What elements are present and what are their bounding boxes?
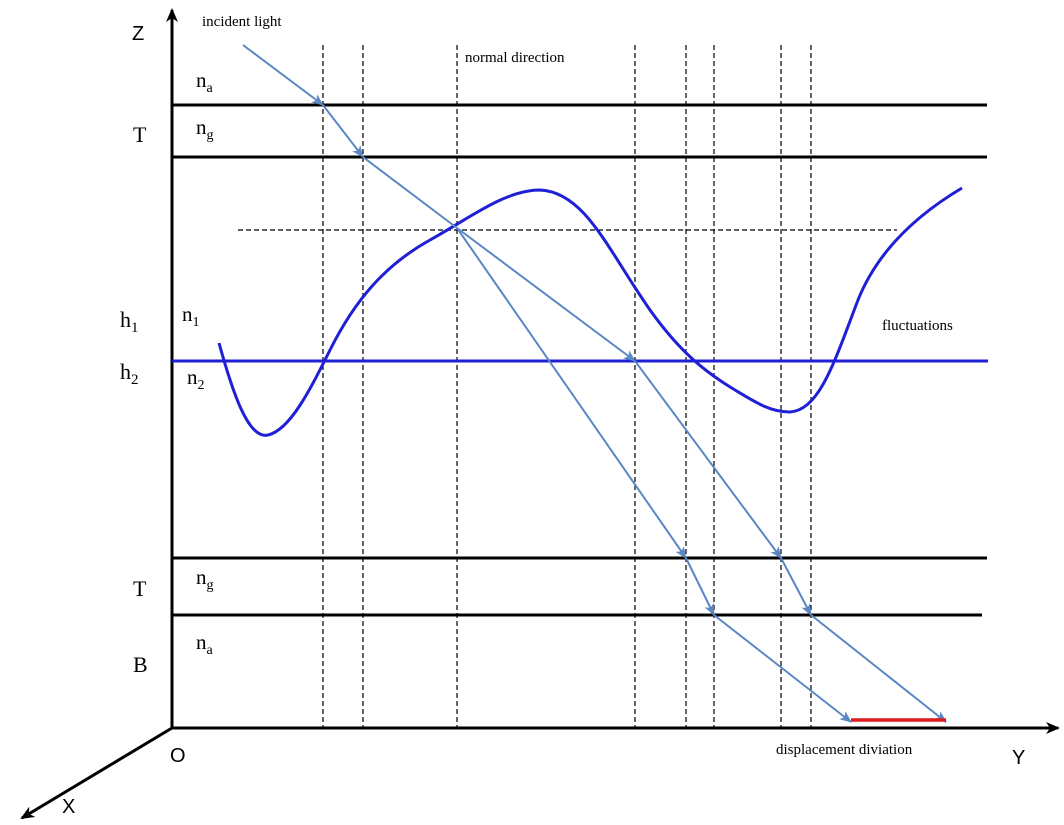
layer-label-upper-medium: n1 bbox=[182, 302, 200, 330]
ray-branch-b-exit bbox=[713, 614, 852, 723]
layer-label-bottom-glass: ng bbox=[196, 565, 214, 593]
bottom-label: B bbox=[133, 652, 148, 677]
layer-boundaries bbox=[172, 103, 987, 617]
displacement-deviation-label: displacement diviation bbox=[776, 742, 913, 758]
ray-branch-a bbox=[456, 227, 636, 362]
ray-branch-b-glass bbox=[685, 557, 715, 616]
h2-label: h2 bbox=[120, 359, 139, 388]
ray-branch-b bbox=[456, 227, 687, 559]
incident-light-label: incident light bbox=[202, 14, 282, 30]
fluctuations-label: fluctuations bbox=[882, 318, 953, 334]
ray-branch-a-lower bbox=[634, 360, 782, 559]
y-axis-label: Y bbox=[1012, 747, 1025, 769]
x-axis-label: X bbox=[62, 796, 75, 818]
layer-label-bottom-ambient: na bbox=[196, 630, 214, 658]
axes bbox=[20, 8, 1060, 820]
origin-label: O bbox=[170, 745, 186, 767]
layer-label-top-ambient: na bbox=[196, 68, 214, 96]
ray-upper-medium bbox=[362, 156, 458, 229]
layer-label-lower-medium: n2 bbox=[187, 365, 205, 393]
fluctuation-curve bbox=[217, 186, 963, 437]
z-axis-label: Z bbox=[132, 23, 144, 45]
top-thickness-label: T bbox=[133, 122, 147, 147]
layer-label-top-glass: ng bbox=[196, 115, 214, 143]
ray-branch-a-exit bbox=[810, 614, 947, 723]
bottom-thickness-label: T bbox=[133, 576, 147, 601]
light-rays bbox=[242, 44, 947, 723]
x-axis bbox=[20, 726, 173, 820]
normal-direction-label: normal direction bbox=[465, 50, 565, 66]
incident-ray bbox=[242, 44, 324, 106]
h1-label: h1 bbox=[120, 307, 139, 336]
ray-branch-a-glass bbox=[780, 557, 812, 616]
ray-top-glass bbox=[322, 104, 364, 158]
